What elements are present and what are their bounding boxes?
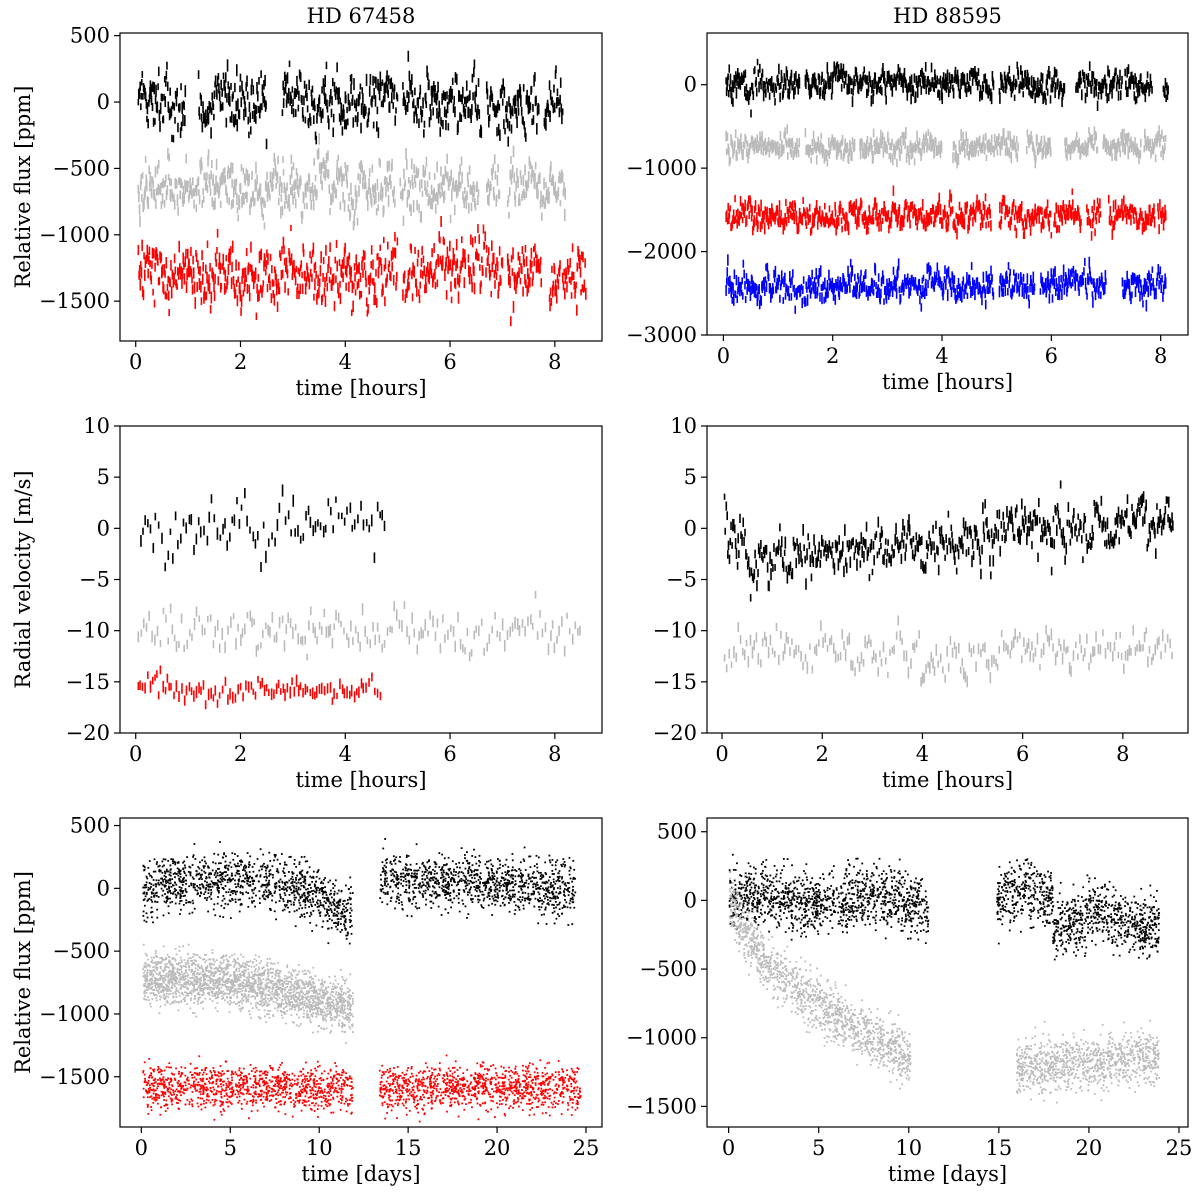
p3-ytick-label: 10 [83,414,110,438]
p1-ytick-label: −1500 [39,289,110,313]
p2-series-red [725,185,1167,241]
p1-ytick-label: −500 [52,156,110,180]
p2-ytick-label: −3000 [626,323,697,347]
p3-xtick-label: 6 [443,742,456,766]
p3-ytick-label: 0 [97,516,110,540]
p1-ytick-label: 500 [70,24,110,48]
p1-title: HD 67458 [307,4,416,28]
p1-xlabel: time [hours] [295,376,426,400]
p4-plot-area [723,480,1174,688]
p1-xtick-label: 0 [129,350,142,374]
p1-ytick-label: 0 [97,90,110,114]
p1-ylabel: Relative flux [ppm] [11,86,35,289]
p2-xtick-label: 2 [826,344,839,368]
p2-xtick-label: 4 [935,344,948,368]
p2-series-black [725,58,1169,118]
p1-ytick-label: −1000 [39,223,110,247]
p2-ytick-label: −2000 [626,240,697,264]
p3-xtick-label: 2 [234,742,247,766]
p1-series-black [137,50,564,150]
p2-ytick-label: −1000 [626,156,697,180]
p3-ytick-label: −10 [66,619,110,643]
panel-p2: 0 2 4 6 8 0 −1000 −2000 −3000 time [hours] HD 8859… [626,4,1189,394]
p3-series-black [140,484,386,573]
p2-title: HD 88595 [893,4,1002,28]
p2-xtick-label: 0 [717,344,730,368]
p3-series-red [137,665,382,710]
p3-xtick-label: 8 [548,742,561,766]
panel-p1: 0 2 4 6 8 500 0 −500 −1000 −1500 time [hours] Relat… [11,4,603,400]
p2-plot-area [725,58,1169,314]
p2-xlabel: time [hours] [882,370,1013,394]
p1-xtick-label: 6 [443,350,456,374]
p2-series-gray [725,124,1167,169]
p1-plot-area [137,50,587,327]
p3-ylabel: Radial velocity [m/s] [11,470,35,688]
p3-ytick-label: −20 [66,721,110,745]
p3-ytick-label: −15 [66,670,110,694]
p3-ytick-label: −5 [79,568,110,592]
p1-axes-frame [119,32,603,342]
p1-xtick-label: 2 [234,350,247,374]
p4-series-black [723,480,1174,602]
p2-axes-frame [706,32,1189,336]
p3-ytick-label: 5 [97,465,110,489]
p3-series-gray [137,590,581,662]
p3-xtick-label: 0 [129,742,142,766]
p1-xtick-label: 8 [548,350,561,374]
p3-xlabel: time [hours] [295,768,426,792]
p3-plot-area [137,484,581,710]
panel-p3: 0 2 4 6 8 10 5 0 −5 −10 −15 −20 time [hours] Radial v… [11,414,603,792]
p1-xtick-label: 4 [339,350,352,374]
p1-series-red [137,215,587,327]
p1-series-gray [137,133,567,241]
p2-xtick-label: 8 [1154,344,1167,368]
p3-xtick-label: 4 [339,742,352,766]
p2-ytick-label: 0 [684,73,697,97]
p2-series-blue [725,254,1167,314]
p2-xtick-label: 6 [1045,344,1058,368]
